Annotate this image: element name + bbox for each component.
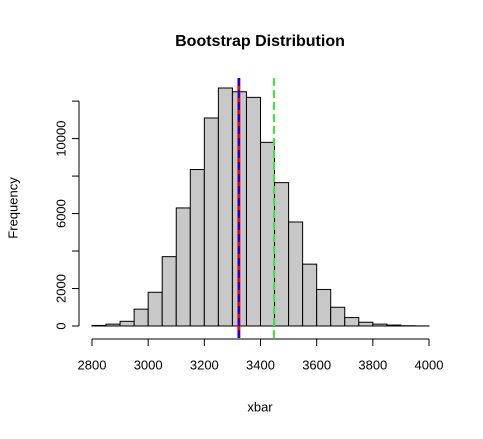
y-axis-label: Frequency [5,177,20,239]
bar [190,170,204,326]
bar [120,321,134,326]
bar [359,322,373,326]
x-tick-label: 3800 [358,357,387,372]
x-axis-label: xbar [247,399,273,414]
x-tick-label: 3000 [134,357,163,372]
bar [289,222,303,326]
bar [331,307,345,326]
bar [373,324,387,326]
bar [317,289,331,326]
bar [148,292,162,326]
y-tick-label: 10000 [53,121,68,157]
bar [275,183,289,326]
bar [176,208,190,326]
y-tick-label: 6000 [53,199,68,228]
bar [162,257,176,326]
x-tick-label: 3400 [246,357,275,372]
chart-title: Bootstrap Distribution [175,33,345,50]
bar [261,142,275,326]
bar [387,325,401,326]
x-tick-label: 3600 [302,357,331,372]
bar [218,88,232,326]
bar [303,264,317,326]
x-tick-label: 2800 [78,357,107,372]
bar [106,324,120,326]
bar [134,309,148,326]
bar [92,325,106,326]
bar [345,318,359,326]
bar [204,118,218,326]
bar [246,97,260,326]
x-tick-label: 3200 [190,357,219,372]
y-tick-label: 0 [53,322,68,329]
y-tick-label: 2000 [53,274,68,303]
x-tick-label: 4000 [415,357,444,372]
